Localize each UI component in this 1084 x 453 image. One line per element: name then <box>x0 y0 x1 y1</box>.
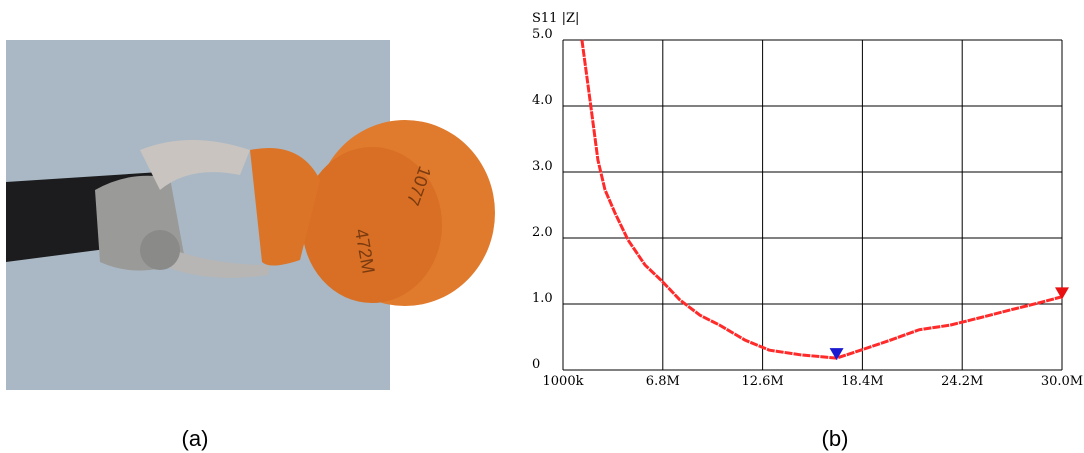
y-tick-label: 2.0 <box>532 225 553 240</box>
x-tick-label: 30.0M <box>1041 374 1083 389</box>
x-tick-label: 12.6M <box>741 374 783 389</box>
panel-label: (a) <box>182 426 209 451</box>
panel-label: (b) <box>822 426 849 451</box>
y-tick-label: 3.0 <box>532 159 553 174</box>
x-tick-label: 18.4M <box>841 374 883 389</box>
y-tick-label: 4.0 <box>532 93 553 108</box>
chart-title: S11 |Z| <box>532 11 579 26</box>
x-tick-label: 24.2M <box>941 374 983 389</box>
photo: 472M 1077 <box>6 40 495 390</box>
y-tick-label: 0 <box>532 357 540 372</box>
line-series <box>582 40 1062 358</box>
y-tick-label: 5.0 <box>532 27 553 42</box>
figure: 472M 1077 (a) (b) S11 |Z| 0 1.0 2.0 3.0 4.0 5… <box>0 0 1084 453</box>
x-tick-label: 6.8M <box>646 374 680 389</box>
y-tick-label: 1.0 <box>532 291 553 306</box>
chart: 0 1.0 2.0 3.0 4.0 5.0 1000k 6.8M 12.6M 18.4M 24.2M… <box>532 27 1083 389</box>
x-tick-label: 1000k <box>543 374 584 389</box>
